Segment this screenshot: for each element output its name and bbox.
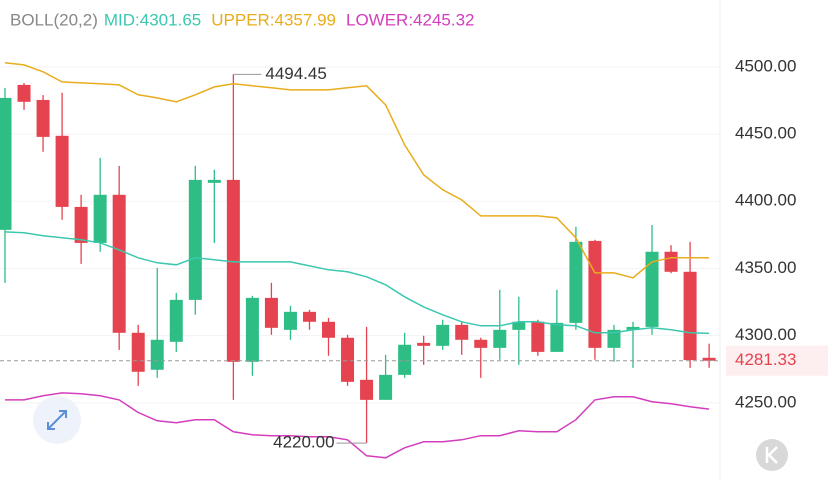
y-tick-label: 4250.00 <box>735 392 796 411</box>
candle-body <box>36 99 50 137</box>
y-tick-label: 4300.00 <box>735 325 796 344</box>
k-bg[interactable] <box>756 439 788 471</box>
candle-body <box>188 179 202 300</box>
candle-body <box>702 357 716 361</box>
y-tick-label: 4350.00 <box>735 258 796 277</box>
expand-button[interactable] <box>33 396 81 444</box>
legend: BOLL(20,2) MID:4301.65 UPPER:4357.99 LOWER… <box>10 10 475 29</box>
candle-body <box>169 299 183 342</box>
candle-body <box>550 322 564 352</box>
candle-body <box>417 342 431 346</box>
candle-body <box>245 297 259 362</box>
last-price-box <box>726 345 828 376</box>
candle-body <box>645 251 659 327</box>
candle-body <box>664 251 678 272</box>
k-button[interactable] <box>756 439 788 471</box>
plot: 4494.45 4220.00 4281.33 <box>0 62 828 459</box>
candle-body <box>283 311 297 330</box>
band-line <box>4 231 710 335</box>
candle-body <box>683 271 697 361</box>
candle-body <box>379 374 393 400</box>
candle-body <box>0 97 12 230</box>
candle-body <box>302 311 316 322</box>
candle-body <box>512 321 526 330</box>
expand-icon[interactable] <box>47 410 67 430</box>
candle-body <box>322 321 336 338</box>
candle-body <box>455 324 469 340</box>
candle-body <box>74 206 88 243</box>
candle-body <box>207 179 221 183</box>
candle-body <box>112 194 126 333</box>
candle-body <box>360 379 374 400</box>
band-line <box>4 62 710 279</box>
candle-body <box>150 339 164 370</box>
y-tick-label: 4500.00 <box>735 56 796 75</box>
band-line <box>5 392 710 459</box>
high-label: 4494.45 <box>265 64 326 83</box>
candle-body <box>17 84 31 102</box>
candle-body <box>531 321 545 352</box>
candle-body <box>264 297 278 328</box>
y-tick-label: 4450.00 <box>735 124 796 143</box>
candle-body <box>398 344 412 375</box>
candle-body <box>493 329 507 348</box>
candle-body <box>436 324 450 346</box>
candle-body <box>607 329 621 348</box>
low-label: 4220.00 <box>273 433 334 452</box>
candle-body <box>55 135 69 207</box>
legend-entry: LOWER:4245.32 <box>346 10 475 29</box>
indicator-label: BOLL(20,2) <box>10 10 98 29</box>
k-icon[interactable] <box>765 446 778 464</box>
candle-body <box>93 194 107 243</box>
candle-body <box>226 179 240 362</box>
last-price-label: 4281.33 <box>735 350 796 369</box>
candle-body <box>341 337 355 382</box>
candle-body <box>474 339 488 348</box>
candle-body <box>626 326 640 330</box>
y-tick-label: 4400.00 <box>735 191 796 210</box>
legend-entry: MID:4301.65 <box>104 10 201 29</box>
legend-entry: UPPER:4357.99 <box>211 10 336 29</box>
candle-body <box>131 332 145 372</box>
candle-body <box>569 241 583 323</box>
